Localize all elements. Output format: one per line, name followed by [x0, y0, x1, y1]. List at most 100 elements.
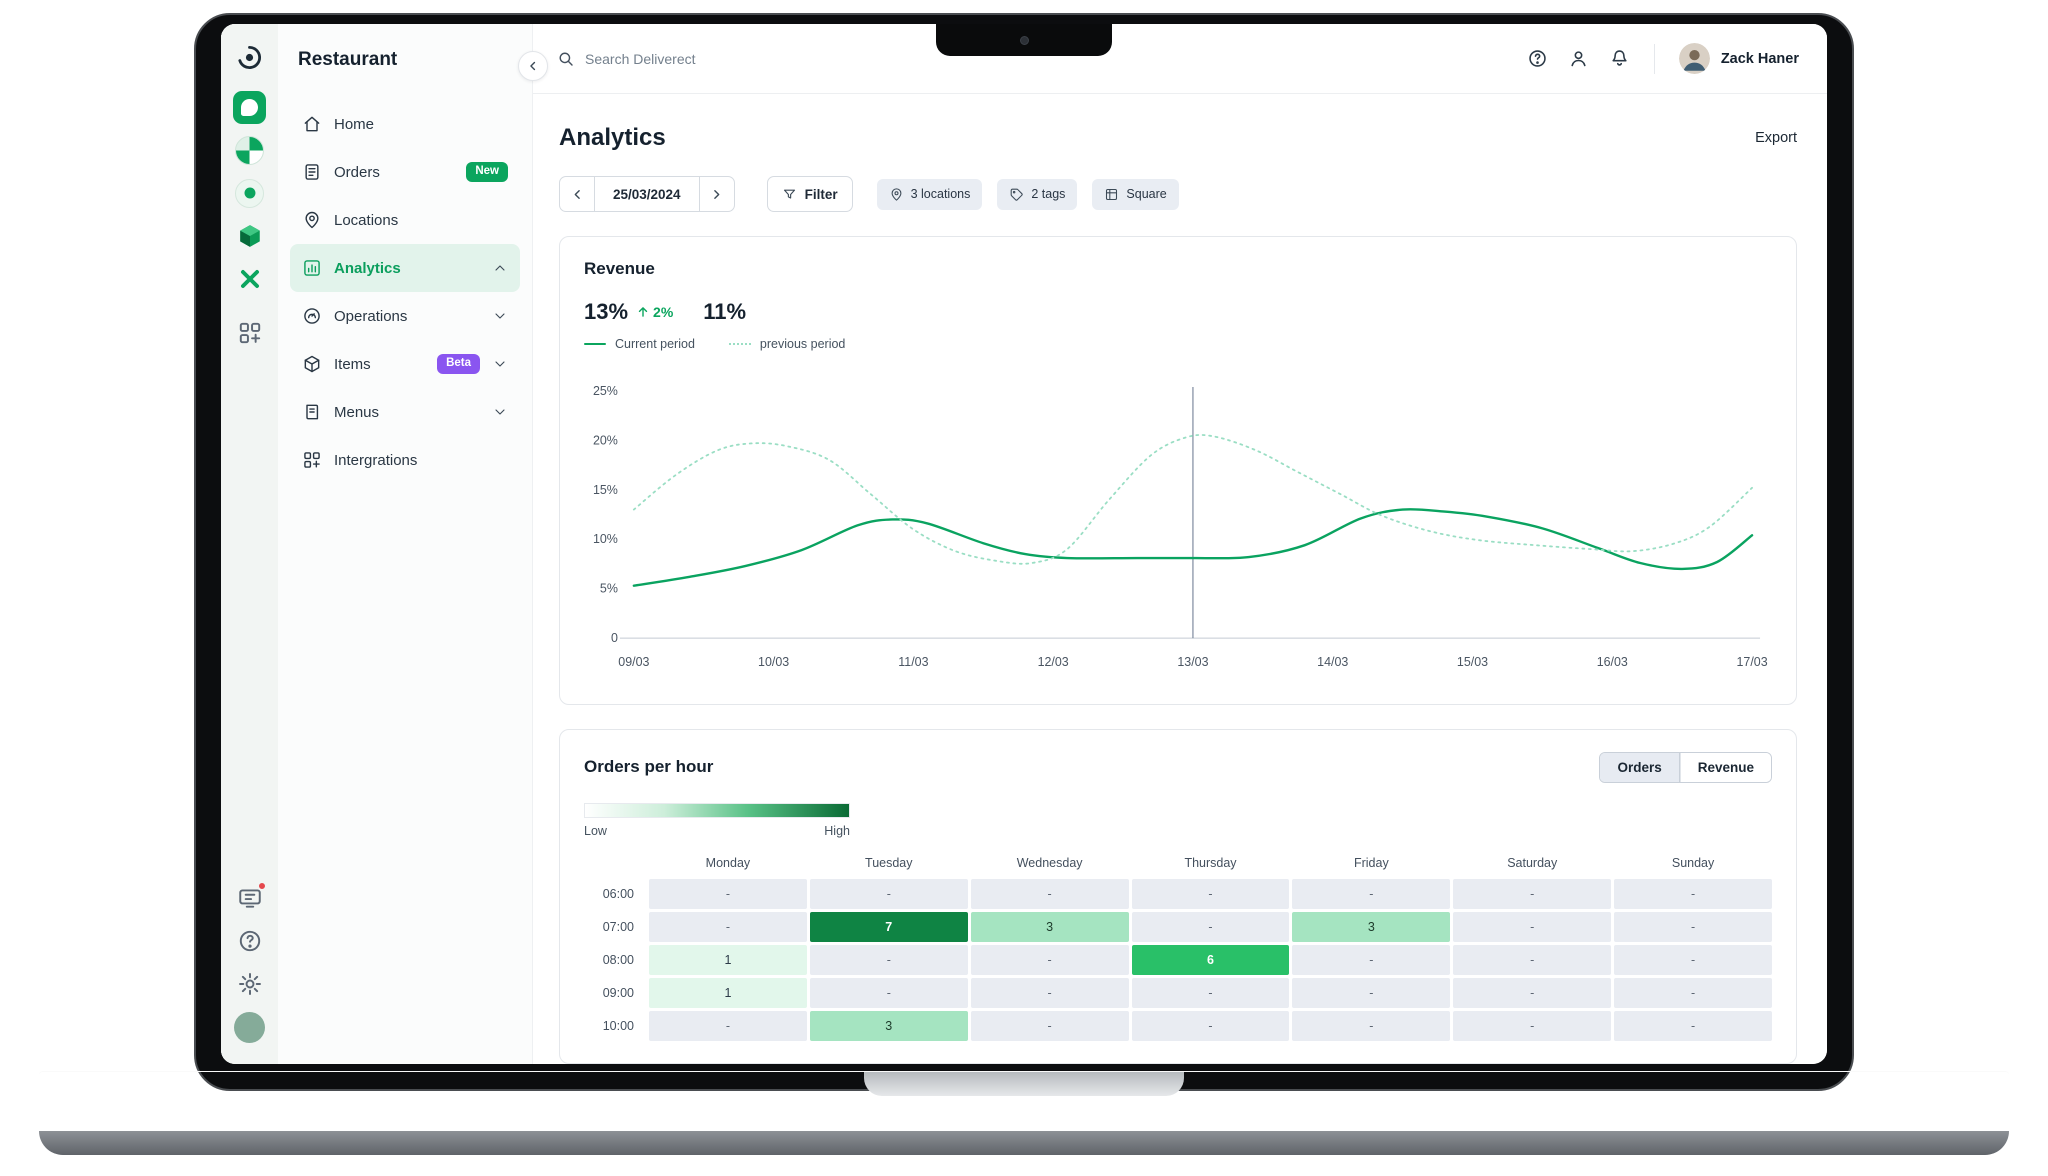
sidebar-header: Restaurant: [278, 24, 532, 96]
dispatch-app-icon[interactable]: [233, 90, 267, 124]
chip-square[interactable]: Square: [1092, 178, 1179, 210]
laptop-deck: [39, 1071, 2009, 1155]
pulse-app-icon[interactable]: [233, 262, 267, 296]
menus-icon: [302, 402, 322, 422]
time-label: 07:00: [602, 919, 634, 934]
heatmap-cell-09:00-friday[interactable]: -: [1292, 977, 1451, 1008]
heatmap-cell-06:00-saturday[interactable]: -: [1453, 878, 1612, 909]
chevron-right-icon: [714, 189, 720, 199]
heatmap-cell-09:00-monday[interactable]: 1: [649, 977, 807, 1008]
heatmap-cell-10:00-thursday[interactable]: -: [1131, 1010, 1290, 1041]
revenue-line-chart[interactable]: 25% 20% 15% 10% 5% 009/03 10/03 11/03 12/03 13/03…: [584, 377, 1772, 682]
sidebar-item-home[interactable]: Home: [290, 100, 520, 148]
heatmap-cell-08:00-thursday[interactable]: 6: [1131, 944, 1290, 975]
user-menu[interactable]: Zack Haner: [1678, 43, 1799, 74]
settings-icon[interactable]: [233, 967, 267, 1001]
sidebar-item-analytics[interactable]: Analytics: [290, 244, 520, 292]
stock-app-icon[interactable]: [233, 219, 267, 253]
heatmap-cell-07:00-wednesday[interactable]: 3: [970, 911, 1129, 942]
toggle-orders[interactable]: Orders: [1600, 752, 1680, 782]
next-date-button[interactable]: [698, 176, 735, 212]
heatmap-cell-06:00-sunday[interactable]: -: [1614, 878, 1772, 909]
heatmap-cell-10:00-monday[interactable]: -: [649, 1010, 807, 1041]
heatmap-cell-07:00-thursday[interactable]: -: [1131, 911, 1290, 942]
app-window: Restaurant Home Orders New Locations Analyti…: [221, 24, 1827, 1064]
heatmap-cell-10:00-wednesday[interactable]: -: [970, 1010, 1129, 1041]
kds-icon[interactable]: [233, 881, 267, 915]
channels-app-icon[interactable]: [233, 133, 267, 167]
sidebar-item-items[interactable]: Items Beta: [290, 340, 520, 388]
heatmap-cell-10:00-saturday[interactable]: -: [1453, 1010, 1612, 1041]
heatmap-cell-07:00-monday[interactable]: -: [649, 911, 807, 942]
help-icon[interactable]: [1527, 48, 1548, 69]
heatmap-cell-06:00-thursday[interactable]: -: [1131, 878, 1290, 909]
heatmap-cell-09:00-saturday[interactable]: -: [1453, 977, 1612, 1008]
sidebar-item-intergrations[interactable]: Intergrations: [290, 436, 520, 484]
sidebar-item-label: Home: [334, 115, 375, 133]
heatmap-cell-08:00-sunday[interactable]: -: [1614, 944, 1772, 975]
heatmap-cell-08:00-wednesday[interactable]: -: [970, 944, 1129, 975]
apps-grid-icon[interactable]: [233, 316, 267, 350]
x-tick-label: 17/03: [1736, 655, 1767, 669]
legend-previous-label: previous period: [759, 337, 846, 351]
chip-2-tags[interactable]: 2 tags: [997, 178, 1078, 210]
legend-low-label: Low: [584, 823, 607, 838]
notifications-bell-icon[interactable]: [1609, 48, 1630, 69]
x-tick-label: 09/03: [618, 655, 649, 669]
sidebar-item-label: Orders: [334, 163, 380, 181]
search-input[interactable]: [585, 50, 865, 67]
heatmap-cell-06:00-wednesday[interactable]: -: [970, 878, 1129, 909]
orders-heatmap: Monday Tuesday Wednesday Thursday Friday Satu…: [584, 856, 1772, 1041]
heatmap-cell-10:00-tuesday[interactable]: 3: [809, 1010, 968, 1041]
global-search[interactable]: [557, 50, 897, 68]
orders-status-app-icon[interactable]: [233, 176, 267, 210]
heatmap-cell-10:00-sunday[interactable]: -: [1614, 1010, 1772, 1041]
sidebar-item-locations[interactable]: Locations: [290, 196, 520, 244]
items-icon: [302, 354, 322, 374]
user-avatar[interactable]: [233, 1010, 267, 1044]
heatmap-cell-10:00-friday[interactable]: -: [1292, 1010, 1451, 1041]
arrow-up-icon: [638, 307, 648, 317]
help-icon[interactable]: [233, 924, 267, 958]
heatmap-cell-09:00-tuesday[interactable]: -: [809, 977, 968, 1008]
orders-title: Orders per hour: [584, 757, 714, 777]
legend-current: Current period: [584, 337, 695, 351]
heatmap-cell-07:00-tuesday[interactable]: 7: [809, 911, 968, 942]
export-button[interactable]: Export: [1755, 130, 1797, 146]
x-tick-label: 11/03: [898, 655, 928, 669]
heatmap-cell-08:00-tuesday[interactable]: -: [809, 944, 968, 975]
heatmap-cell-08:00-friday[interactable]: -: [1292, 944, 1451, 975]
day-header-thursday: Thursday: [1184, 855, 1237, 870]
heatmap-cell-07:00-saturday[interactable]: -: [1453, 911, 1612, 942]
filter-chips: 3 locations 2 tags Square: [876, 178, 1179, 210]
heatmap-cell-08:00-monday[interactable]: 1: [649, 944, 807, 975]
day-header-monday: Monday: [705, 855, 751, 870]
prev-date-button[interactable]: [559, 176, 595, 212]
date-display[interactable]: 25/03/2024: [595, 176, 699, 212]
heatmap-cell-09:00-thursday[interactable]: -: [1131, 977, 1290, 1008]
sidebar-item-menus[interactable]: Menus: [290, 388, 520, 436]
sidebar-item-orders[interactable]: Orders New: [290, 148, 520, 196]
account-icon[interactable]: [1568, 48, 1589, 69]
chevron-left-icon: [530, 61, 536, 71]
heatmap-cell-06:00-monday[interactable]: -: [649, 878, 807, 909]
filter-button[interactable]: Filter: [766, 176, 853, 212]
heatmap-cell-06:00-friday[interactable]: -: [1292, 878, 1451, 909]
page-header: Analytics Export: [559, 124, 1797, 152]
sidebar-item-operations[interactable]: Operations: [290, 292, 520, 340]
toggle-revenue[interactable]: Revenue: [1679, 752, 1771, 782]
chip-3-locations[interactable]: 3 locations: [876, 178, 983, 210]
heatmap-cell-06:00-tuesday[interactable]: -: [809, 878, 968, 909]
filters-row: 25/03/2024 Filter 3 locations 2 tags Squar…: [559, 176, 1797, 212]
sidebar: Restaurant Home Orders New Locations Analyti…: [278, 24, 533, 1064]
heatmap-cell-07:00-sunday[interactable]: -: [1614, 911, 1772, 942]
heatmap-cell-08:00-saturday[interactable]: -: [1453, 944, 1612, 975]
heatmap-cell-07:00-friday[interactable]: 3: [1292, 911, 1451, 942]
day-header-sunday: Sunday: [1671, 855, 1715, 870]
heatmap-cell-09:00-wednesday[interactable]: -: [970, 977, 1129, 1008]
sidebar-collapse-button[interactable]: [518, 51, 548, 81]
sidebar-nav: Home Orders New Locations Analytics Operation…: [278, 96, 532, 488]
topbar-divider: [1653, 43, 1655, 74]
heatmap-cell-09:00-sunday[interactable]: -: [1614, 977, 1772, 1008]
